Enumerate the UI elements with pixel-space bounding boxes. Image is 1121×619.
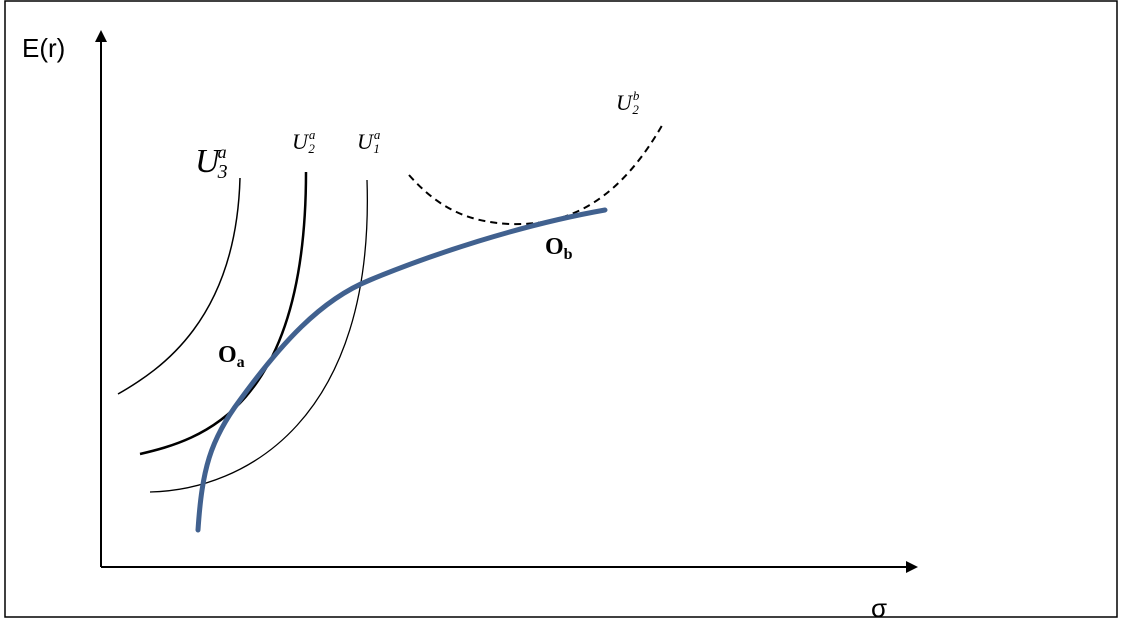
indifference-curve-u2a (139, 171, 308, 456)
efficient-frontier (195, 207, 608, 533)
label-u3a: Ua 3 (195, 142, 228, 183)
indifference-curve-u3a (117, 177, 241, 395)
label-u2b: Ub 2 (616, 88, 640, 117)
x-axis-label: σ (871, 593, 887, 619)
label-point-oa: Oa (218, 342, 245, 371)
indifference-curve-u2b (408, 121, 665, 226)
label-u1a: Ua 1 (357, 127, 381, 156)
indifference-curve-u1a (149, 179, 368, 493)
label-point-ob: Ob (545, 234, 573, 263)
y-axis-label: E(r) (22, 33, 65, 63)
label-u2a: Ua 2 (292, 127, 316, 156)
outer-border (4, 0, 1118, 618)
